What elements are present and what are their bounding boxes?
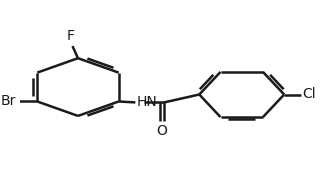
Text: O: O	[156, 124, 167, 138]
Text: HN: HN	[137, 95, 158, 109]
Text: F: F	[67, 29, 75, 43]
Text: Cl: Cl	[302, 88, 316, 101]
Text: Br: Br	[1, 94, 16, 108]
